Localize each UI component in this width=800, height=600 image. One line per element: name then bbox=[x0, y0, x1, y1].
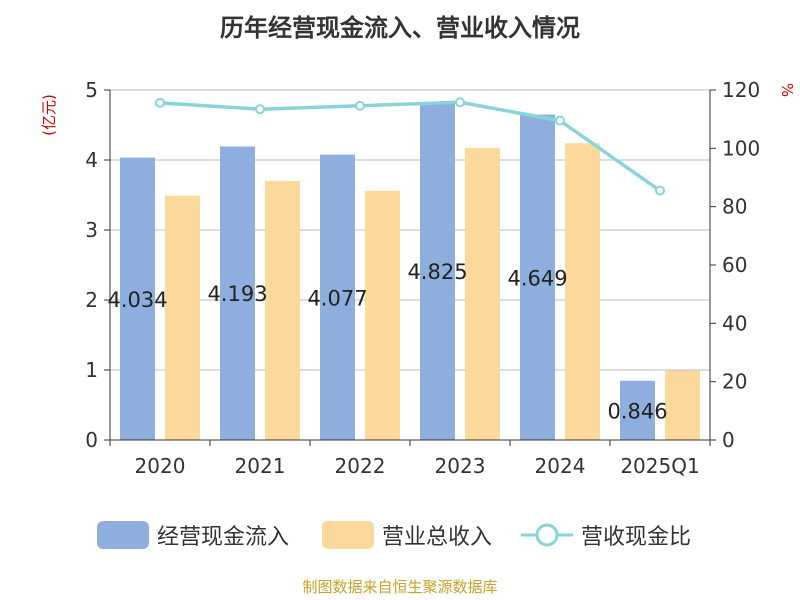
bar-cash-inflow bbox=[620, 380, 655, 440]
bar-cash-inflow bbox=[420, 102, 455, 440]
x-tick-label: 2022 bbox=[335, 454, 386, 478]
legend-label-cash-inflow: 经营现金流入 bbox=[157, 525, 290, 550]
data-label-cash-inflow: 4.077 bbox=[307, 286, 367, 310]
data-label-cash-inflow: 4.034 bbox=[107, 288, 167, 312]
right-tick-label: 0 bbox=[722, 428, 735, 452]
source-note: 制图数据来自恒生聚源数据库 bbox=[302, 578, 498, 596]
ratio-line bbox=[155, 97, 665, 196]
right-tick-label: 40 bbox=[722, 311, 747, 335]
ratio-point bbox=[355, 100, 365, 111]
bar-revenue bbox=[465, 148, 500, 440]
bar-revenue bbox=[165, 195, 200, 440]
x-tick-label: 2020 bbox=[135, 454, 186, 478]
left-tick-label: 1 bbox=[85, 358, 98, 382]
ratio-polyline bbox=[159, 100, 662, 193]
legend-swatch-cash-inflow bbox=[97, 521, 149, 549]
data-label-cash-inflow: 4.825 bbox=[407, 260, 467, 284]
chart-area: 0 1 2 3 4 5 0 20 40 60 80 100 120 2020 2021 2022 2023 202… bbox=[40, 78, 796, 478]
left-tick-label: 3 bbox=[85, 218, 98, 242]
left-tick-label: 0 bbox=[85, 428, 98, 452]
right-tick-label: 60 bbox=[722, 253, 747, 277]
right-tick-label: 80 bbox=[722, 195, 747, 219]
left-tick-label: 4 bbox=[85, 148, 98, 172]
left-axis-unit: (亿元) bbox=[40, 94, 58, 136]
right-tick-label: 20 bbox=[722, 370, 747, 394]
axes: 0 1 2 3 4 5 0 20 40 60 80 100 120 2020 2021 2022 2023 202… bbox=[85, 78, 760, 478]
legend-item-revenue[interactable]: 营业总收入 bbox=[322, 515, 492, 555]
data-label-cash-inflow: 4.193 bbox=[207, 282, 267, 306]
data-label-cash-inflow: 0.846 bbox=[607, 399, 667, 423]
data-label-cash-inflow: 4.649 bbox=[507, 266, 567, 290]
right-tick-label: 100 bbox=[722, 136, 760, 160]
bar-revenue bbox=[565, 143, 600, 440]
ratio-point bbox=[455, 97, 465, 108]
bar-revenue bbox=[665, 370, 700, 440]
x-tick-label: 2025Q1 bbox=[620, 454, 699, 478]
ratio-point bbox=[555, 115, 565, 126]
legend-label-revenue: 营业总收入 bbox=[382, 525, 493, 550]
bar-revenue bbox=[365, 190, 400, 440]
data-labels: 4.034 4.193 4.077 4.825 4.649 0.846 bbox=[107, 260, 667, 423]
bar-cash-inflow bbox=[220, 146, 255, 441]
ratio-point bbox=[255, 104, 265, 115]
left-tick-label: 5 bbox=[85, 78, 98, 102]
legend-label-ratio: 营收现金比 bbox=[581, 525, 692, 550]
ratio-point bbox=[655, 185, 665, 196]
legend-item-ratio[interactable]: 营收现金比 bbox=[521, 515, 691, 555]
right-tick-label: 120 bbox=[722, 78, 760, 102]
grid-lines bbox=[110, 89, 710, 371]
bar-cash-inflow bbox=[120, 157, 155, 440]
left-tick-label: 2 bbox=[85, 288, 98, 312]
legend-item-cash-inflow[interactable]: 经营现金流入 bbox=[97, 515, 289, 555]
right-axis-unit: % bbox=[778, 83, 796, 97]
legend: 经营现金流入 营业总收入 营收现金比 bbox=[0, 515, 800, 555]
chart-title: 历年经营现金流入、营业收入情况 bbox=[220, 14, 580, 42]
x-tick-label: 2023 bbox=[435, 454, 486, 478]
ratio-point bbox=[155, 97, 165, 108]
x-tick-label: 2021 bbox=[235, 454, 286, 478]
x-tick-label: 2024 bbox=[535, 454, 586, 478]
bar-revenue bbox=[265, 181, 300, 440]
bars bbox=[120, 102, 700, 441]
bar-cash-inflow bbox=[320, 154, 355, 441]
bar-cash-inflow bbox=[520, 114, 555, 440]
legend-swatch-revenue bbox=[322, 521, 374, 549]
legend-swatch-ratio bbox=[521, 523, 573, 547]
